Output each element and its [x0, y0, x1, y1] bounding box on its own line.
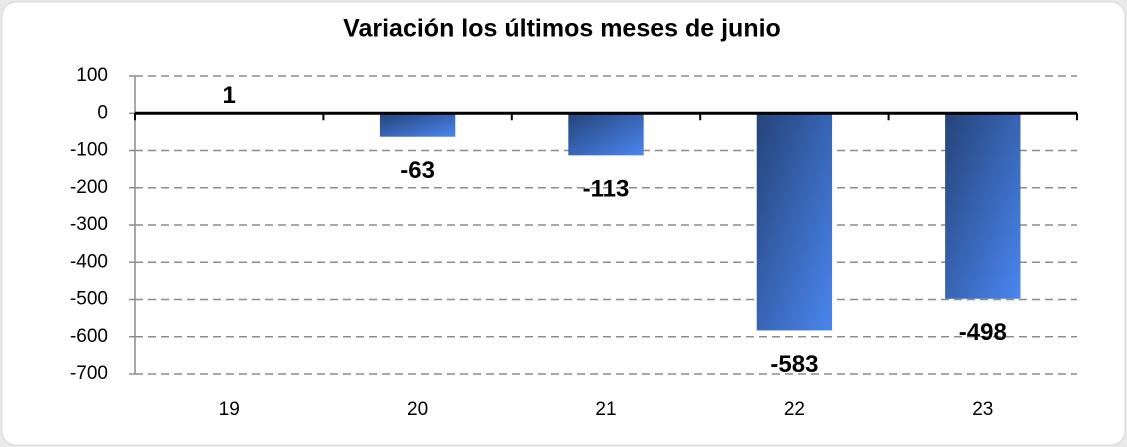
y-tick-label: -700 — [70, 363, 108, 384]
data-label: -498 — [959, 319, 1007, 346]
data-label: -63 — [400, 157, 435, 184]
x-tick-label: 19 — [219, 399, 240, 420]
y-tick-label: -300 — [70, 214, 108, 235]
y-tick-label: -600 — [70, 326, 108, 347]
y-tick-label: -400 — [70, 251, 108, 272]
x-tick-label: 21 — [595, 399, 616, 420]
bar — [379, 113, 456, 137]
bar — [945, 113, 1021, 299]
bar — [756, 113, 833, 331]
y-tick-label: 100 — [76, 65, 108, 86]
chart-title: Variación los últimos meses de junio — [343, 15, 781, 43]
y-tick-label: -500 — [70, 289, 108, 310]
x-tick-label: 23 — [972, 399, 993, 420]
data-label: -113 — [583, 176, 630, 203]
y-tick-label: -100 — [70, 140, 108, 161]
bar — [568, 113, 644, 156]
data-label: 1 — [223, 82, 236, 109]
y-tick-label: 0 — [97, 102, 108, 123]
x-tick-label: 20 — [407, 399, 428, 420]
data-label: -583 — [770, 351, 818, 378]
x-tick-label: 22 — [784, 399, 805, 420]
y-tick-label: -200 — [70, 177, 108, 198]
